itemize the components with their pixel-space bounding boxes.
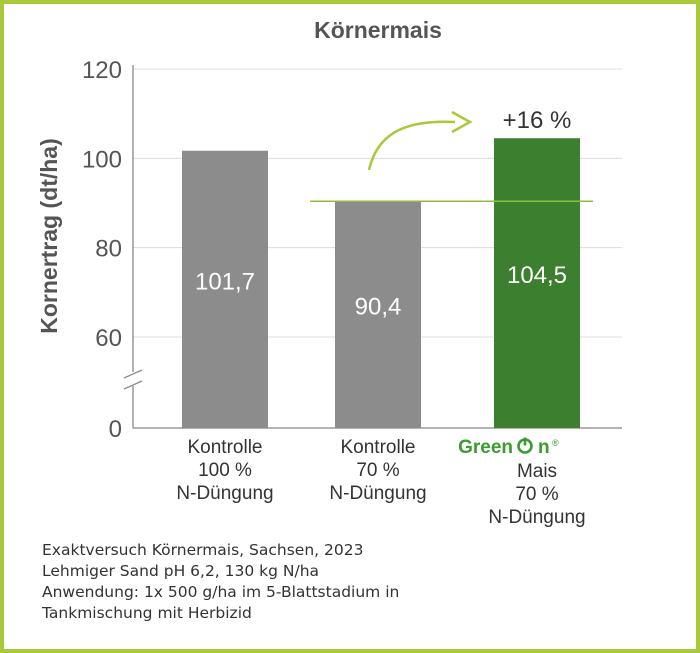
brand-logo-text: Green [458, 437, 513, 458]
y-tick-label: 0 [109, 416, 122, 443]
x-category-label: 70 % [356, 460, 399, 481]
y-tick-label: 100 [82, 146, 122, 173]
chart-title: Körnermais [314, 17, 442, 43]
x-category-label: 70 % [515, 484, 558, 505]
y-axis-label: Kornertrag (dt/ha) [36, 138, 62, 334]
y-tick-labels: 0 60 80 100 120 [82, 57, 122, 443]
curved-arrow [367, 120, 456, 171]
bar [494, 138, 580, 428]
arrow-head [451, 110, 473, 134]
axis-break-mark [123, 380, 143, 390]
footnote-line-2: Lehmiger Sand pH 6,2, 130 kg N/ha [42, 562, 320, 580]
bar [335, 201, 421, 428]
chart-canvas: Körnermais Kornertrag (dt/ha) 0 60 80 100 12… [36, 17, 622, 528]
x-category-label: Kontrolle [341, 437, 416, 458]
bar-value-label: 101,7 [195, 268, 255, 295]
y-tick-label: 60 [95, 325, 122, 352]
x-category-label: N-Düngung [176, 483, 273, 504]
bar-value-label: 104,5 [507, 262, 567, 289]
bar-value-label: 90,4 [355, 294, 402, 321]
x-category-label: N-Düngung [488, 507, 585, 528]
y-tick-label: 80 [95, 236, 122, 263]
brand-logo-text: n [538, 437, 550, 458]
registered-mark: ® [552, 438, 559, 448]
annotation-group: +16 % [367, 107, 572, 171]
brand-logo: Green n ® [458, 437, 559, 458]
power-icon-stem [523, 437, 527, 446]
percent-increase-label: +16 % [503, 107, 572, 134]
footnote-line-3: Anwendung: 1x 500 g/ha im 5-Blattstadium… [42, 583, 400, 601]
y-tick-label: 120 [82, 57, 122, 84]
footnote: Exaktversuch Körnermais, Sachsen, 2023 L… [42, 540, 399, 624]
footnote-line-4: Tankmischung mit Herbizid [42, 604, 252, 622]
x-category-label: Kontrolle [188, 437, 263, 458]
x-category-label: 100 % [198, 460, 252, 481]
x-category-label: Mais [517, 461, 557, 482]
x-category-label: N-Düngung [329, 483, 426, 504]
footnote-line-1: Exaktversuch Körnermais, Sachsen, 2023 [42, 541, 364, 559]
bar [182, 150, 268, 429]
axis-break-mark [123, 369, 143, 379]
bars: 101,7 90,4 104,5 [182, 138, 580, 429]
